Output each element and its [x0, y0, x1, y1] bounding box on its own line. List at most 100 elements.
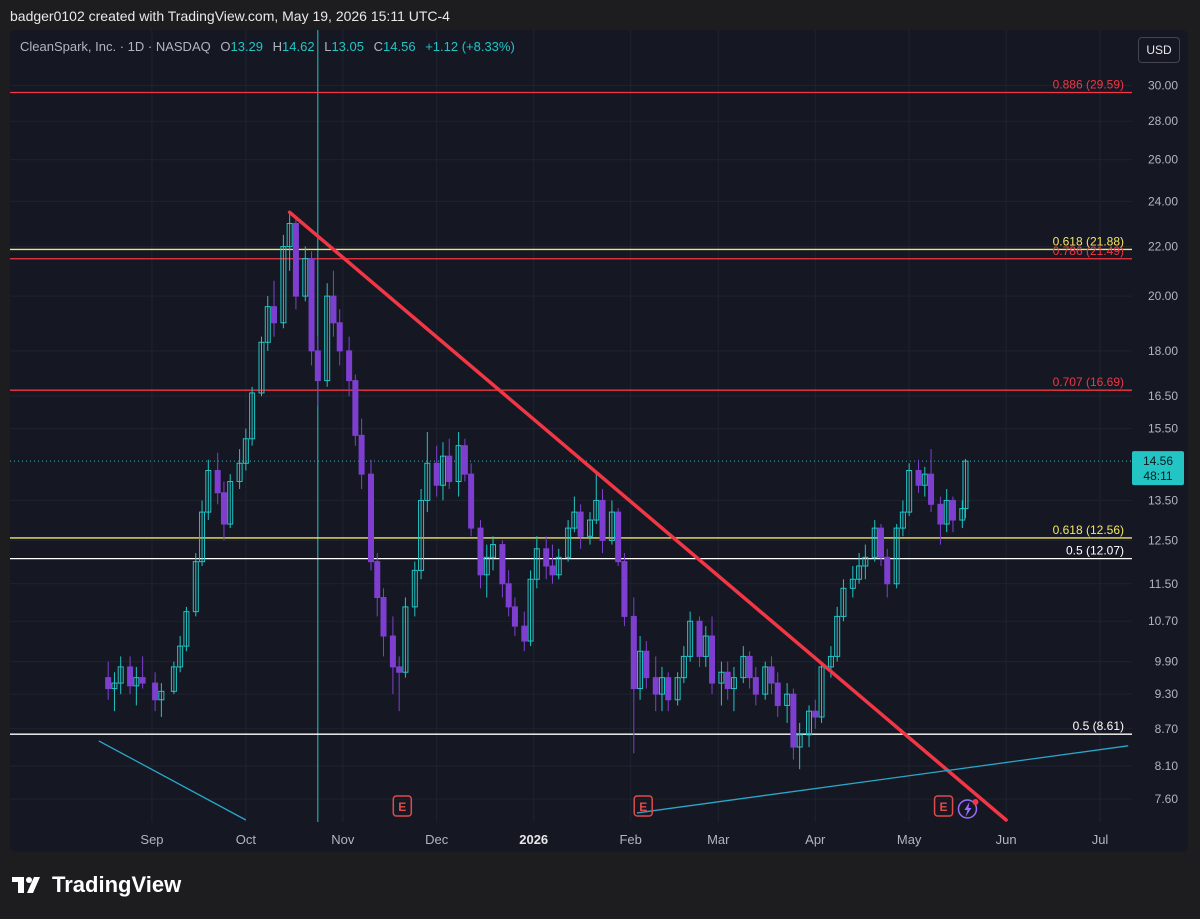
candle — [127, 656, 134, 695]
candle — [133, 666, 140, 706]
candle-body — [840, 587, 847, 617]
candle-body — [893, 527, 900, 585]
candle — [111, 672, 118, 712]
candle-body — [220, 492, 227, 525]
candle-body — [806, 710, 813, 736]
candle-body — [643, 650, 650, 679]
candle — [549, 544, 556, 584]
ohlc-legend: CleanSpark, Inc. · 1D · NASDAQ O13.29 H1… — [20, 39, 515, 54]
y-tick-label: 7.60 — [1155, 792, 1179, 806]
candle — [483, 544, 490, 598]
event-icon-dot — [972, 799, 979, 805]
earnings-marker: E — [933, 795, 954, 817]
chart-panel[interactable]: 0.886 (29.59) 0.618 (21.88) 0.786 (21.49) 0… — [10, 30, 1188, 852]
candle — [637, 636, 644, 700]
candlestick-chart[interactable]: 0.886 (29.59) 0.618 (21.88)0.786 (21.49) 0… — [10, 30, 1188, 852]
candle-body — [368, 473, 375, 563]
candle-body — [962, 460, 969, 510]
candle — [271, 280, 278, 337]
candle — [593, 474, 600, 525]
candle — [374, 553, 381, 617]
candle — [330, 270, 337, 337]
y-tick-label: 16.50 — [1148, 389, 1178, 403]
candle — [433, 445, 440, 497]
candle — [906, 463, 913, 517]
candle — [877, 524, 884, 566]
x-tick-label: Apr — [805, 832, 826, 847]
candle — [724, 661, 731, 700]
candle-body — [652, 677, 659, 695]
candle-body — [637, 650, 644, 690]
candle-body — [549, 565, 556, 576]
candle-body — [374, 561, 381, 599]
candle — [543, 536, 550, 580]
low-value: 13.05 — [331, 39, 364, 54]
candle — [884, 548, 891, 598]
currency-button[interactable]: USD — [1138, 37, 1180, 63]
candle — [192, 553, 199, 617]
level-label: 0.786 (21.49) — [1053, 244, 1124, 258]
candle — [959, 500, 966, 529]
event-icon-ring — [957, 799, 978, 819]
candle — [680, 646, 687, 684]
old-trendline — [98, 740, 247, 821]
candle-body — [199, 511, 206, 563]
candle — [286, 212, 293, 271]
candle — [796, 722, 803, 770]
earnings-marker-label: E — [940, 800, 948, 814]
candle — [302, 246, 309, 302]
candle-body — [680, 655, 687, 679]
candle — [521, 611, 528, 652]
candle — [533, 536, 540, 589]
price-tag-value: 14.56 — [1143, 454, 1173, 468]
candle — [709, 616, 716, 695]
earnings-marker: E — [633, 795, 653, 817]
candle — [358, 418, 365, 489]
candle — [774, 672, 781, 717]
candle — [630, 597, 637, 754]
candle-body — [658, 677, 665, 695]
candle — [599, 488, 606, 554]
candle — [871, 520, 878, 562]
resistance-trendline — [287, 210, 1008, 822]
candle — [346, 336, 353, 397]
earnings-marker: E — [392, 795, 413, 817]
symbol-label[interactable]: CleanSpark, Inc. · 1D · NASDAQ — [20, 39, 211, 54]
candle-body — [389, 635, 396, 668]
candle — [928, 449, 935, 513]
candle-body — [899, 511, 906, 529]
y-tick-label: 8.10 — [1155, 759, 1179, 773]
low-label: L — [324, 39, 332, 54]
candle — [511, 597, 518, 637]
candle-body — [702, 635, 709, 657]
candle — [280, 234, 287, 329]
x-tick-label: Nov — [331, 832, 355, 847]
x-tick-label: Mar — [707, 832, 730, 847]
candle-body — [286, 222, 293, 248]
candle-body — [271, 306, 278, 324]
candle-body — [796, 734, 803, 748]
candle — [849, 565, 856, 598]
candle — [752, 666, 759, 706]
candle — [396, 656, 403, 712]
candle-body — [696, 620, 703, 657]
candle-body — [674, 677, 681, 701]
x-tick-label: 2026 — [519, 832, 548, 847]
candle-body — [139, 677, 146, 684]
candle-body — [214, 469, 221, 494]
candle — [730, 666, 737, 712]
y-tick-label: 18.00 — [1148, 344, 1178, 358]
candle — [446, 438, 453, 489]
candle-body — [571, 511, 578, 529]
candle-body — [812, 710, 819, 718]
candle — [962, 458, 969, 519]
candle — [314, 336, 321, 406]
candle-body — [127, 666, 134, 687]
level-label: 0.5 (8.61) — [1073, 719, 1124, 733]
tradingview-logo: TradingView — [12, 872, 181, 898]
candle-body — [439, 455, 446, 486]
candle-body — [746, 655, 753, 679]
x-tick-label: Jul — [1092, 832, 1109, 847]
candle — [687, 611, 694, 662]
candle — [702, 626, 709, 667]
